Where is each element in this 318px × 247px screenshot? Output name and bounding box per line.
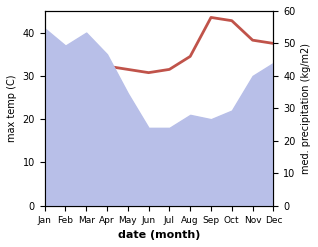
X-axis label: date (month): date (month) xyxy=(118,230,200,240)
Y-axis label: max temp (C): max temp (C) xyxy=(7,75,17,142)
Y-axis label: med. precipitation (kg/m2): med. precipitation (kg/m2) xyxy=(301,43,311,174)
